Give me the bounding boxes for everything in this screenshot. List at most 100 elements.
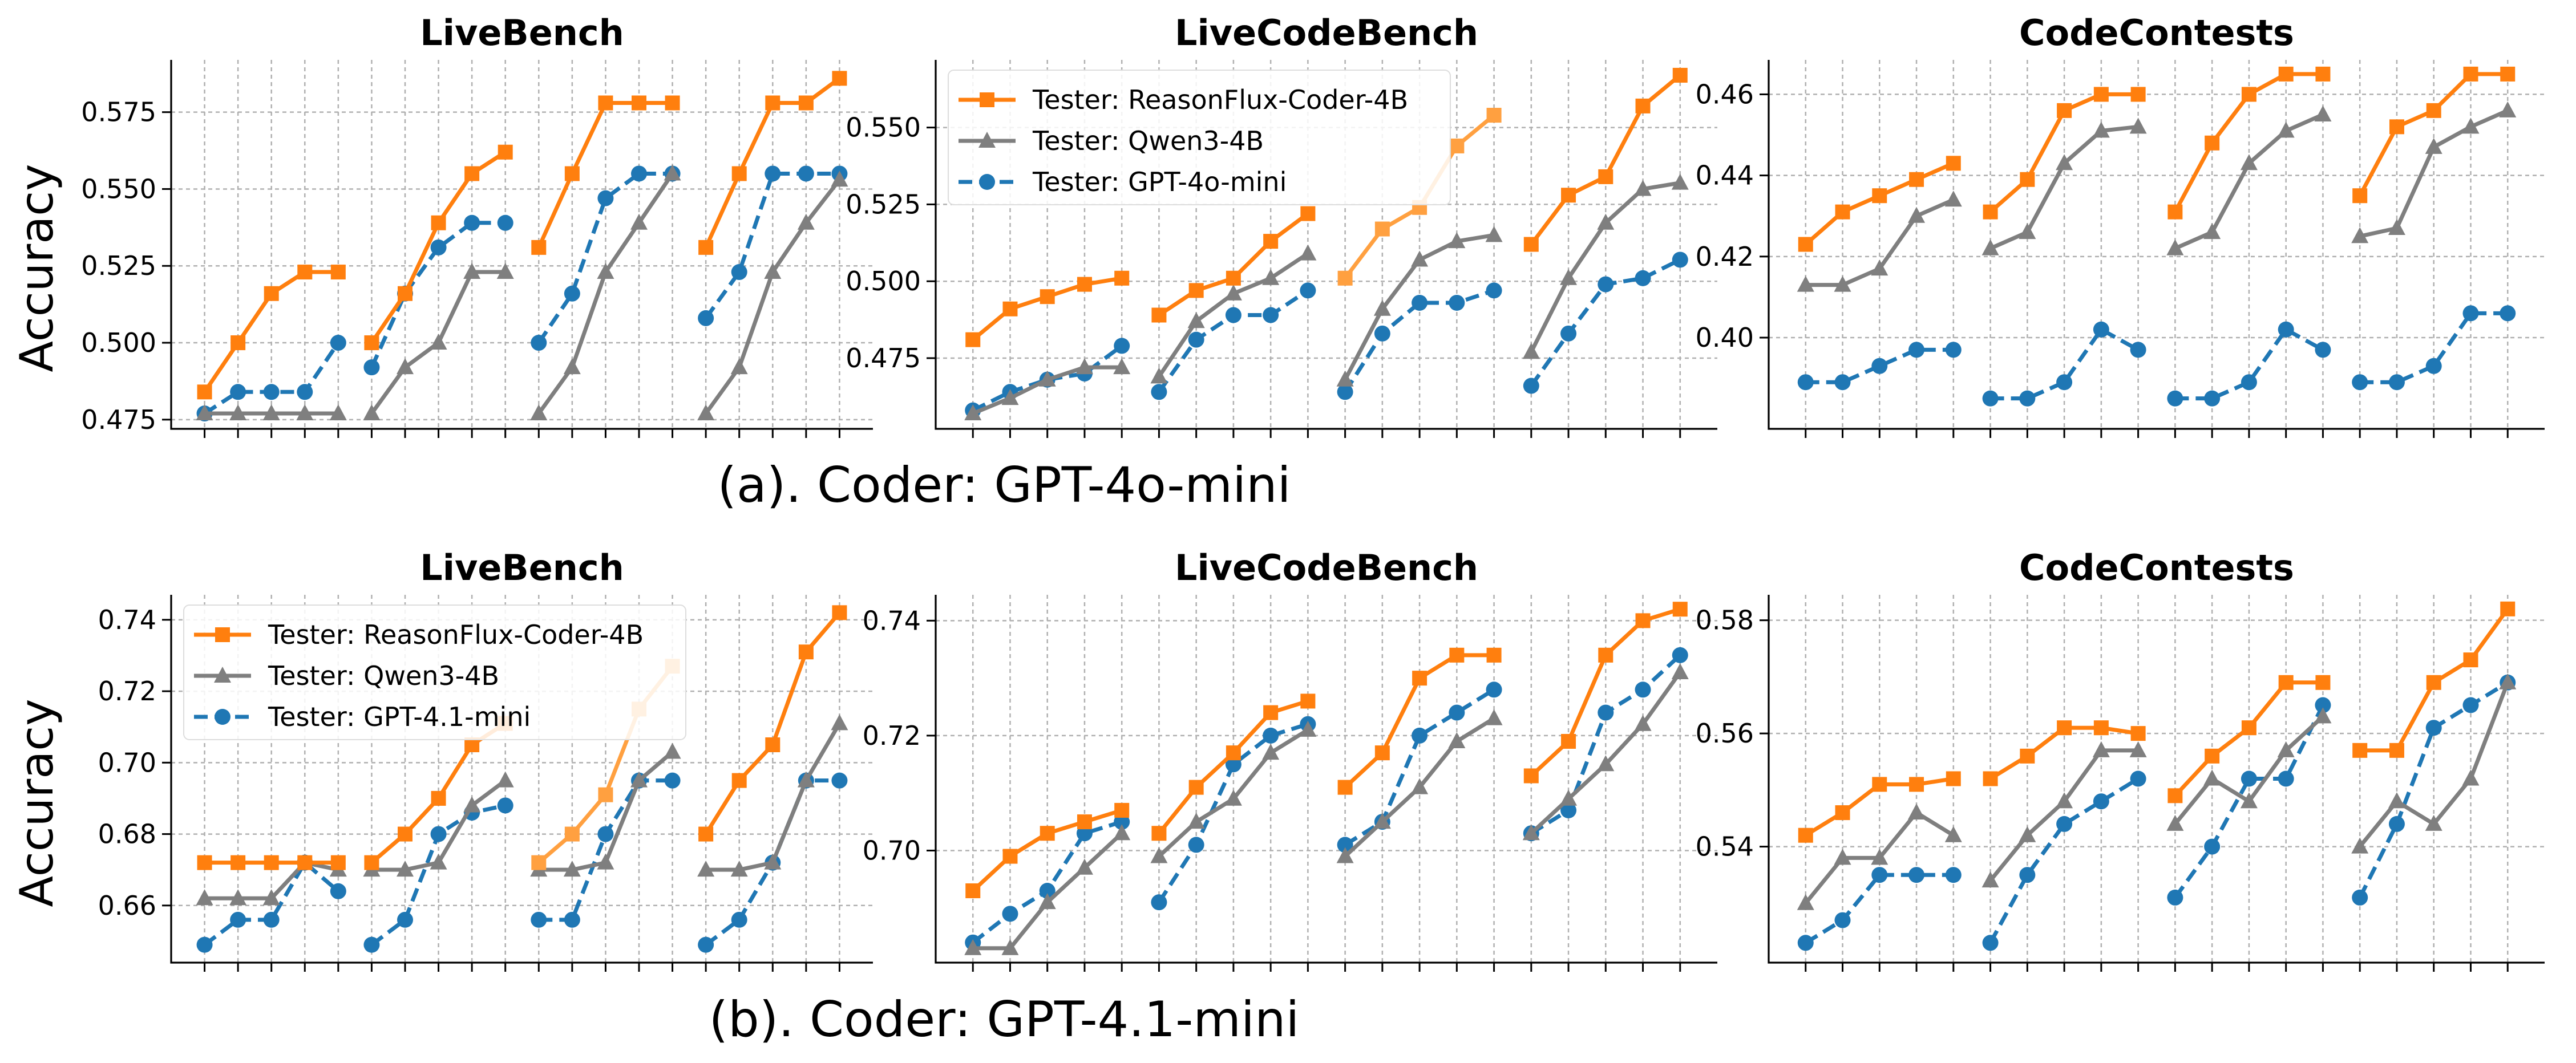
data-point — [597, 263, 614, 279]
data-point — [531, 240, 547, 255]
data-point — [1671, 173, 1689, 190]
data-point — [1672, 647, 1688, 663]
y-tick-label: 0.575 — [81, 97, 156, 128]
series-line — [1343, 289, 1495, 393]
data-point — [1908, 804, 1926, 820]
data-point — [731, 166, 747, 181]
data-point — [2462, 769, 2480, 786]
series-line — [704, 178, 842, 415]
series-line — [704, 171, 840, 319]
data-point — [765, 737, 781, 753]
panel-2: 0.475 0.500 0.525 0.550 LiveCodeBench Tester:… — [846, 12, 1717, 438]
data-point — [531, 335, 547, 351]
data-point — [1635, 681, 1651, 698]
y-axis-label-top: Accuracy — [10, 164, 63, 372]
data-point — [2425, 814, 2442, 831]
data-point — [2056, 374, 2073, 391]
data-point — [1635, 270, 1651, 286]
data-point — [1411, 778, 1429, 794]
panel-title: LiveBench — [420, 547, 624, 589]
data-point — [229, 404, 247, 421]
panel-title: CodeContests — [2019, 12, 2294, 54]
data-point — [262, 404, 280, 421]
data-point — [1672, 251, 1688, 268]
data-point — [2205, 748, 2220, 764]
data-point — [1797, 275, 1814, 292]
data-point — [1871, 849, 1888, 865]
data-point — [765, 95, 781, 111]
panel-title: LiveCodeBench — [1175, 12, 1478, 54]
panel-title: LiveBench — [420, 12, 624, 54]
data-point — [1945, 342, 1962, 358]
data-point — [1263, 727, 1279, 744]
data-point — [1598, 647, 1613, 663]
legend-box — [183, 604, 686, 740]
data-point — [363, 359, 380, 376]
y-tick-label: 0.40 — [1696, 322, 1754, 353]
data-point — [364, 335, 379, 351]
data-point — [2020, 748, 2035, 764]
data-point — [1486, 647, 1502, 663]
data-point — [1449, 294, 1465, 311]
data-point — [2167, 788, 2183, 804]
data-point — [531, 855, 547, 870]
data-point — [1188, 283, 1204, 298]
data-point — [1834, 912, 1851, 928]
data-point — [1560, 802, 1577, 818]
legend: Tester: ReasonFlux-Coder-4B Tester: Qwen3… — [948, 70, 1451, 205]
data-point — [1945, 867, 1962, 883]
series-qwen — [196, 714, 848, 906]
data-point — [1188, 331, 1204, 348]
data-point — [1946, 156, 1961, 171]
data-point — [697, 404, 715, 421]
data-point — [2352, 743, 2368, 758]
data-point — [1374, 745, 1390, 761]
data-point — [1486, 108, 1502, 123]
panel-title: LiveCodeBench — [1175, 547, 1478, 589]
data-point — [330, 335, 346, 351]
data-point — [1151, 384, 1167, 400]
data-point — [765, 165, 781, 182]
series-qwen — [964, 173, 1689, 421]
y-tick-label: 0.475 — [81, 404, 156, 435]
data-point — [1337, 270, 1353, 286]
data-point — [1871, 867, 1888, 883]
data-point — [1114, 338, 1130, 354]
y-tick-label: 0.68 — [98, 819, 156, 850]
series-gpt — [1797, 674, 2516, 951]
panel-title: CodeContests — [2019, 547, 2294, 589]
data-point — [665, 95, 680, 111]
data-point — [832, 71, 847, 86]
data-point — [965, 883, 981, 899]
data-point — [1336, 370, 1354, 387]
data-point — [1337, 837, 1353, 853]
data-point — [2130, 770, 2146, 787]
data-point — [1485, 226, 1503, 242]
data-point — [764, 853, 782, 870]
data-point — [1672, 602, 1688, 617]
series-line — [1990, 327, 2140, 401]
y-tick-label: 0.72 — [863, 720, 921, 751]
data-point — [598, 787, 613, 802]
data-point — [1263, 705, 1279, 720]
data-point — [2092, 741, 2110, 757]
data-point — [2130, 726, 2146, 741]
data-point — [2167, 204, 2183, 220]
data-point — [798, 165, 814, 182]
series-line — [1988, 777, 2140, 944]
data-point — [1485, 709, 1503, 725]
data-point — [764, 263, 782, 279]
data-point — [698, 826, 714, 842]
data-point — [2462, 305, 2479, 322]
data-point — [2204, 838, 2221, 855]
data-point — [2277, 121, 2295, 138]
data-point — [1262, 744, 1280, 760]
data-point — [2352, 188, 2368, 204]
series-line — [537, 171, 673, 344]
data-point — [1598, 169, 1613, 184]
data-point — [398, 826, 413, 842]
data-point — [1798, 237, 1813, 252]
data-point — [1075, 858, 1093, 875]
data-point — [430, 826, 447, 842]
